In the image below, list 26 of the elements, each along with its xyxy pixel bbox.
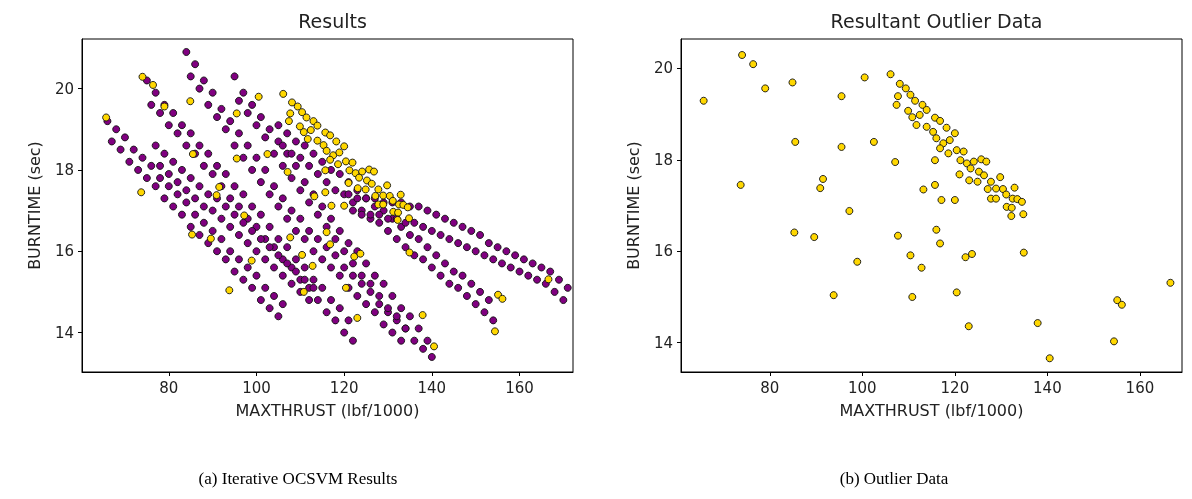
y-tick-label: 20	[54, 79, 74, 98]
x-tick-label: 140	[417, 378, 447, 397]
y-axis-title: BURNTIME (sec)	[623, 141, 643, 270]
y-tick-label: 16	[54, 242, 74, 261]
x-tick-label: 140	[1033, 378, 1062, 397]
y-tick-label: 14	[54, 323, 74, 342]
y-tick-label: 18	[653, 150, 673, 169]
y-tick-label: 18	[54, 160, 74, 179]
x-tick-label: 160	[505, 378, 534, 397]
x-axis-title: MAXTHRUST (lbf/1000)	[839, 400, 1024, 420]
y-tick-label: 20	[653, 59, 673, 78]
y-tick-label: 14	[653, 333, 673, 352]
x-tick-label: 100	[242, 378, 271, 397]
y-axis-title: BURNTIME (sec)	[24, 141, 44, 270]
x-tick-label: 120	[940, 378, 970, 397]
text: (a) Iterative OCSVM Results	[198, 469, 398, 488]
y-tick-label: 16	[653, 242, 673, 261]
x-axis-title: MAXTHRUST (lbf/1000)	[235, 400, 420, 420]
chart-title: Results	[298, 9, 367, 32]
x-tick-label: 120	[329, 378, 359, 397]
x-tick-label: 80	[760, 378, 780, 397]
x-tick-label: 80	[159, 378, 179, 397]
text: (b) Outlier Data	[839, 469, 949, 488]
x-tick-label: 160	[1125, 378, 1155, 397]
x-tick-label: 100	[848, 378, 877, 397]
chart-title: Resultant Outlier Data	[830, 9, 1043, 32]
